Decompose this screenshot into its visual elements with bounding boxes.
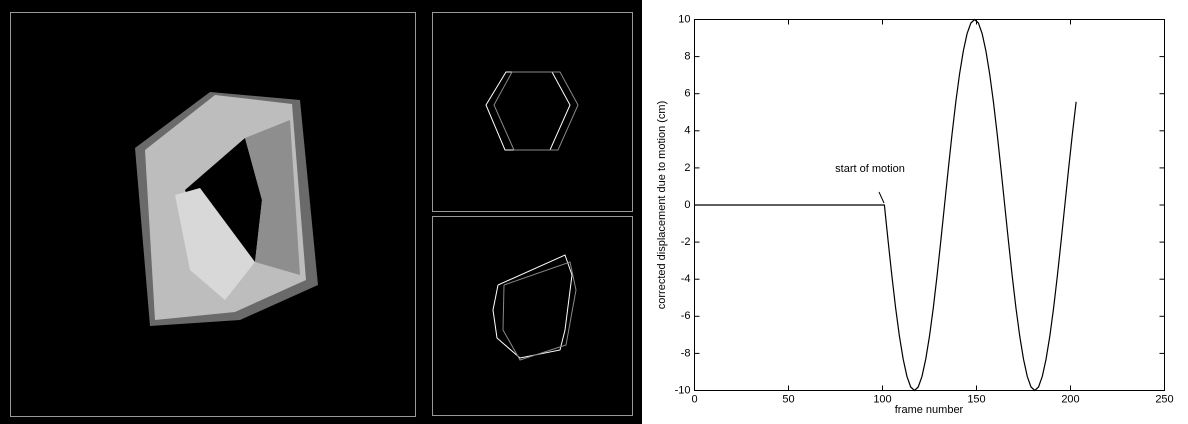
y-tick-label: 2 xyxy=(684,162,690,174)
outline-panel-bottom xyxy=(433,217,633,416)
y-tick-label: -6 xyxy=(681,310,691,322)
x-tick-label: 100 xyxy=(873,393,891,405)
y-tick-label: -4 xyxy=(681,273,691,285)
x-tick-label: 250 xyxy=(1155,393,1173,405)
y-tick-label: -2 xyxy=(681,236,691,248)
x-tick-label: 150 xyxy=(967,393,985,405)
outline-panel-top xyxy=(433,13,633,212)
x-axis-label: frame number xyxy=(895,404,964,416)
y-tick-label: 0 xyxy=(684,199,690,211)
x-tick-label: 200 xyxy=(1061,393,1079,405)
y-tick-label: -10 xyxy=(675,384,691,396)
annotation: start of motion xyxy=(835,163,905,175)
y-tick-label: 4 xyxy=(684,125,690,137)
y-tick-label: 6 xyxy=(684,88,690,100)
x-tick-label: 0 xyxy=(691,393,697,405)
y-tick-label: -8 xyxy=(681,347,691,359)
y-tick-label: 10 xyxy=(678,13,690,25)
plot: frame number corrected displacement due … xyxy=(656,20,1165,416)
y-axis-label: corrected displacement due to motion (cm… xyxy=(656,101,668,309)
x-tick-label: 50 xyxy=(782,393,794,405)
figure: frame number corrected displacement due … xyxy=(0,0,1188,424)
y-tick-label: 8 xyxy=(684,51,690,63)
render-views xyxy=(0,0,642,424)
